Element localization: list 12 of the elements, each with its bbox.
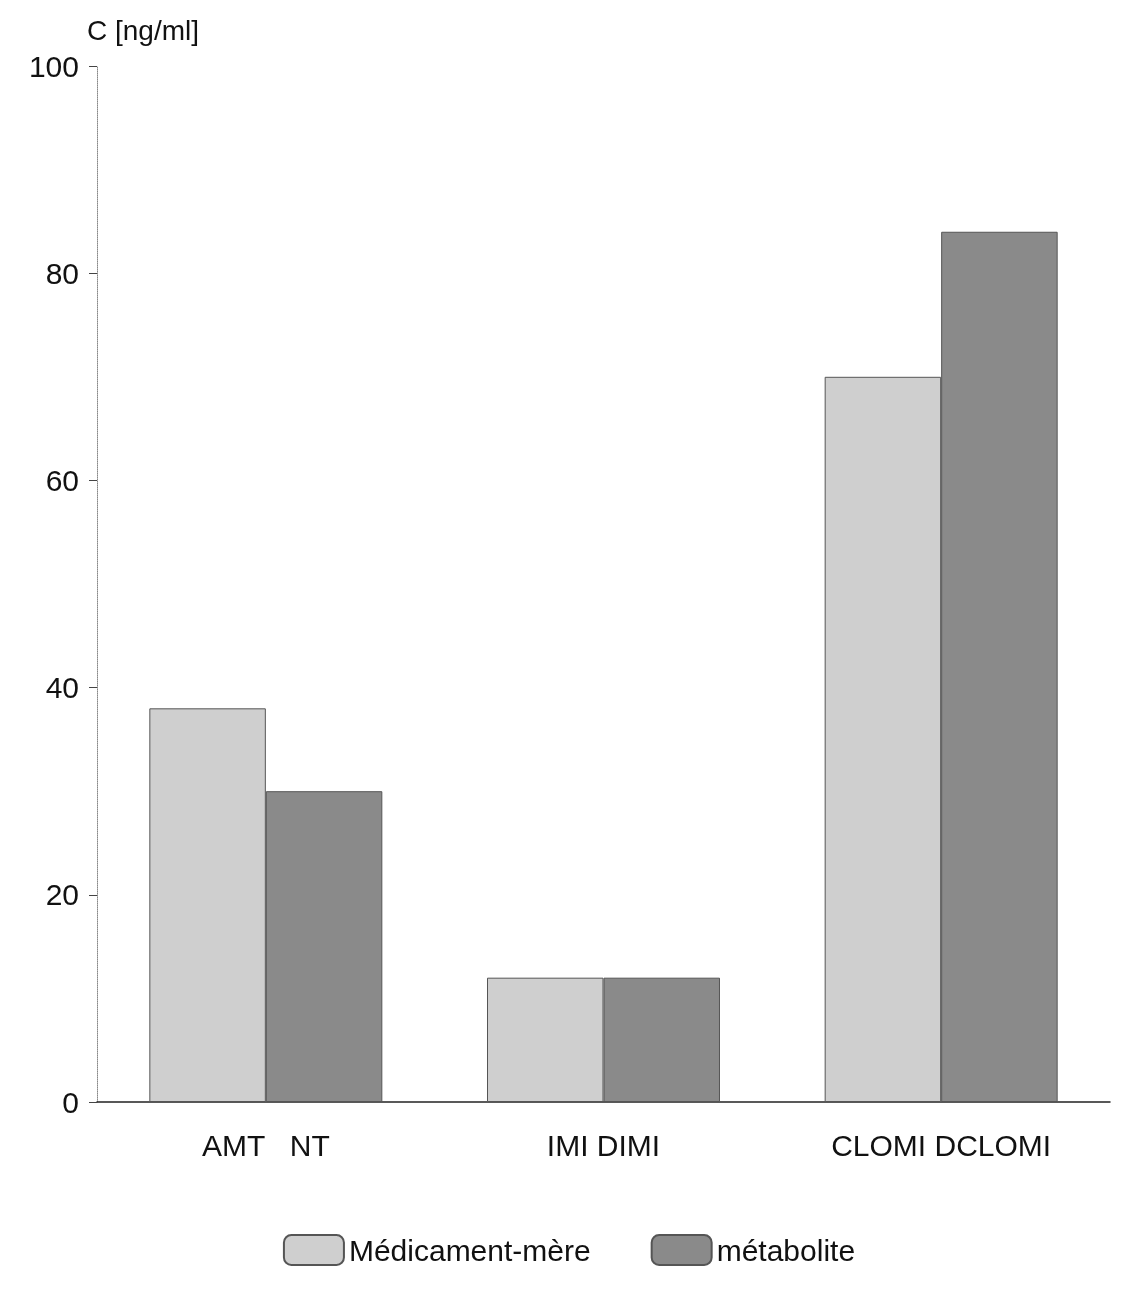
y-tick-label: 40 [45, 671, 79, 705]
legend-label: métabolite [716, 1233, 856, 1267]
x-tick-label: CLOMI DCLOMI [831, 1128, 1052, 1162]
legend-label: Médicament-mère [348, 1233, 591, 1267]
y-axis-title: C [ng/ml] [87, 14, 200, 46]
y-tick-label: 60 [45, 463, 79, 497]
y-tick-label: 80 [45, 256, 79, 290]
y-tick-label: 0 [62, 1085, 79, 1119]
x-tick-label: AMT NT [201, 1128, 330, 1162]
x-tick-label: IMI DIMI [546, 1128, 661, 1162]
y-tick-label: 20 [45, 878, 79, 912]
y-tick-label: 100 [28, 49, 79, 83]
